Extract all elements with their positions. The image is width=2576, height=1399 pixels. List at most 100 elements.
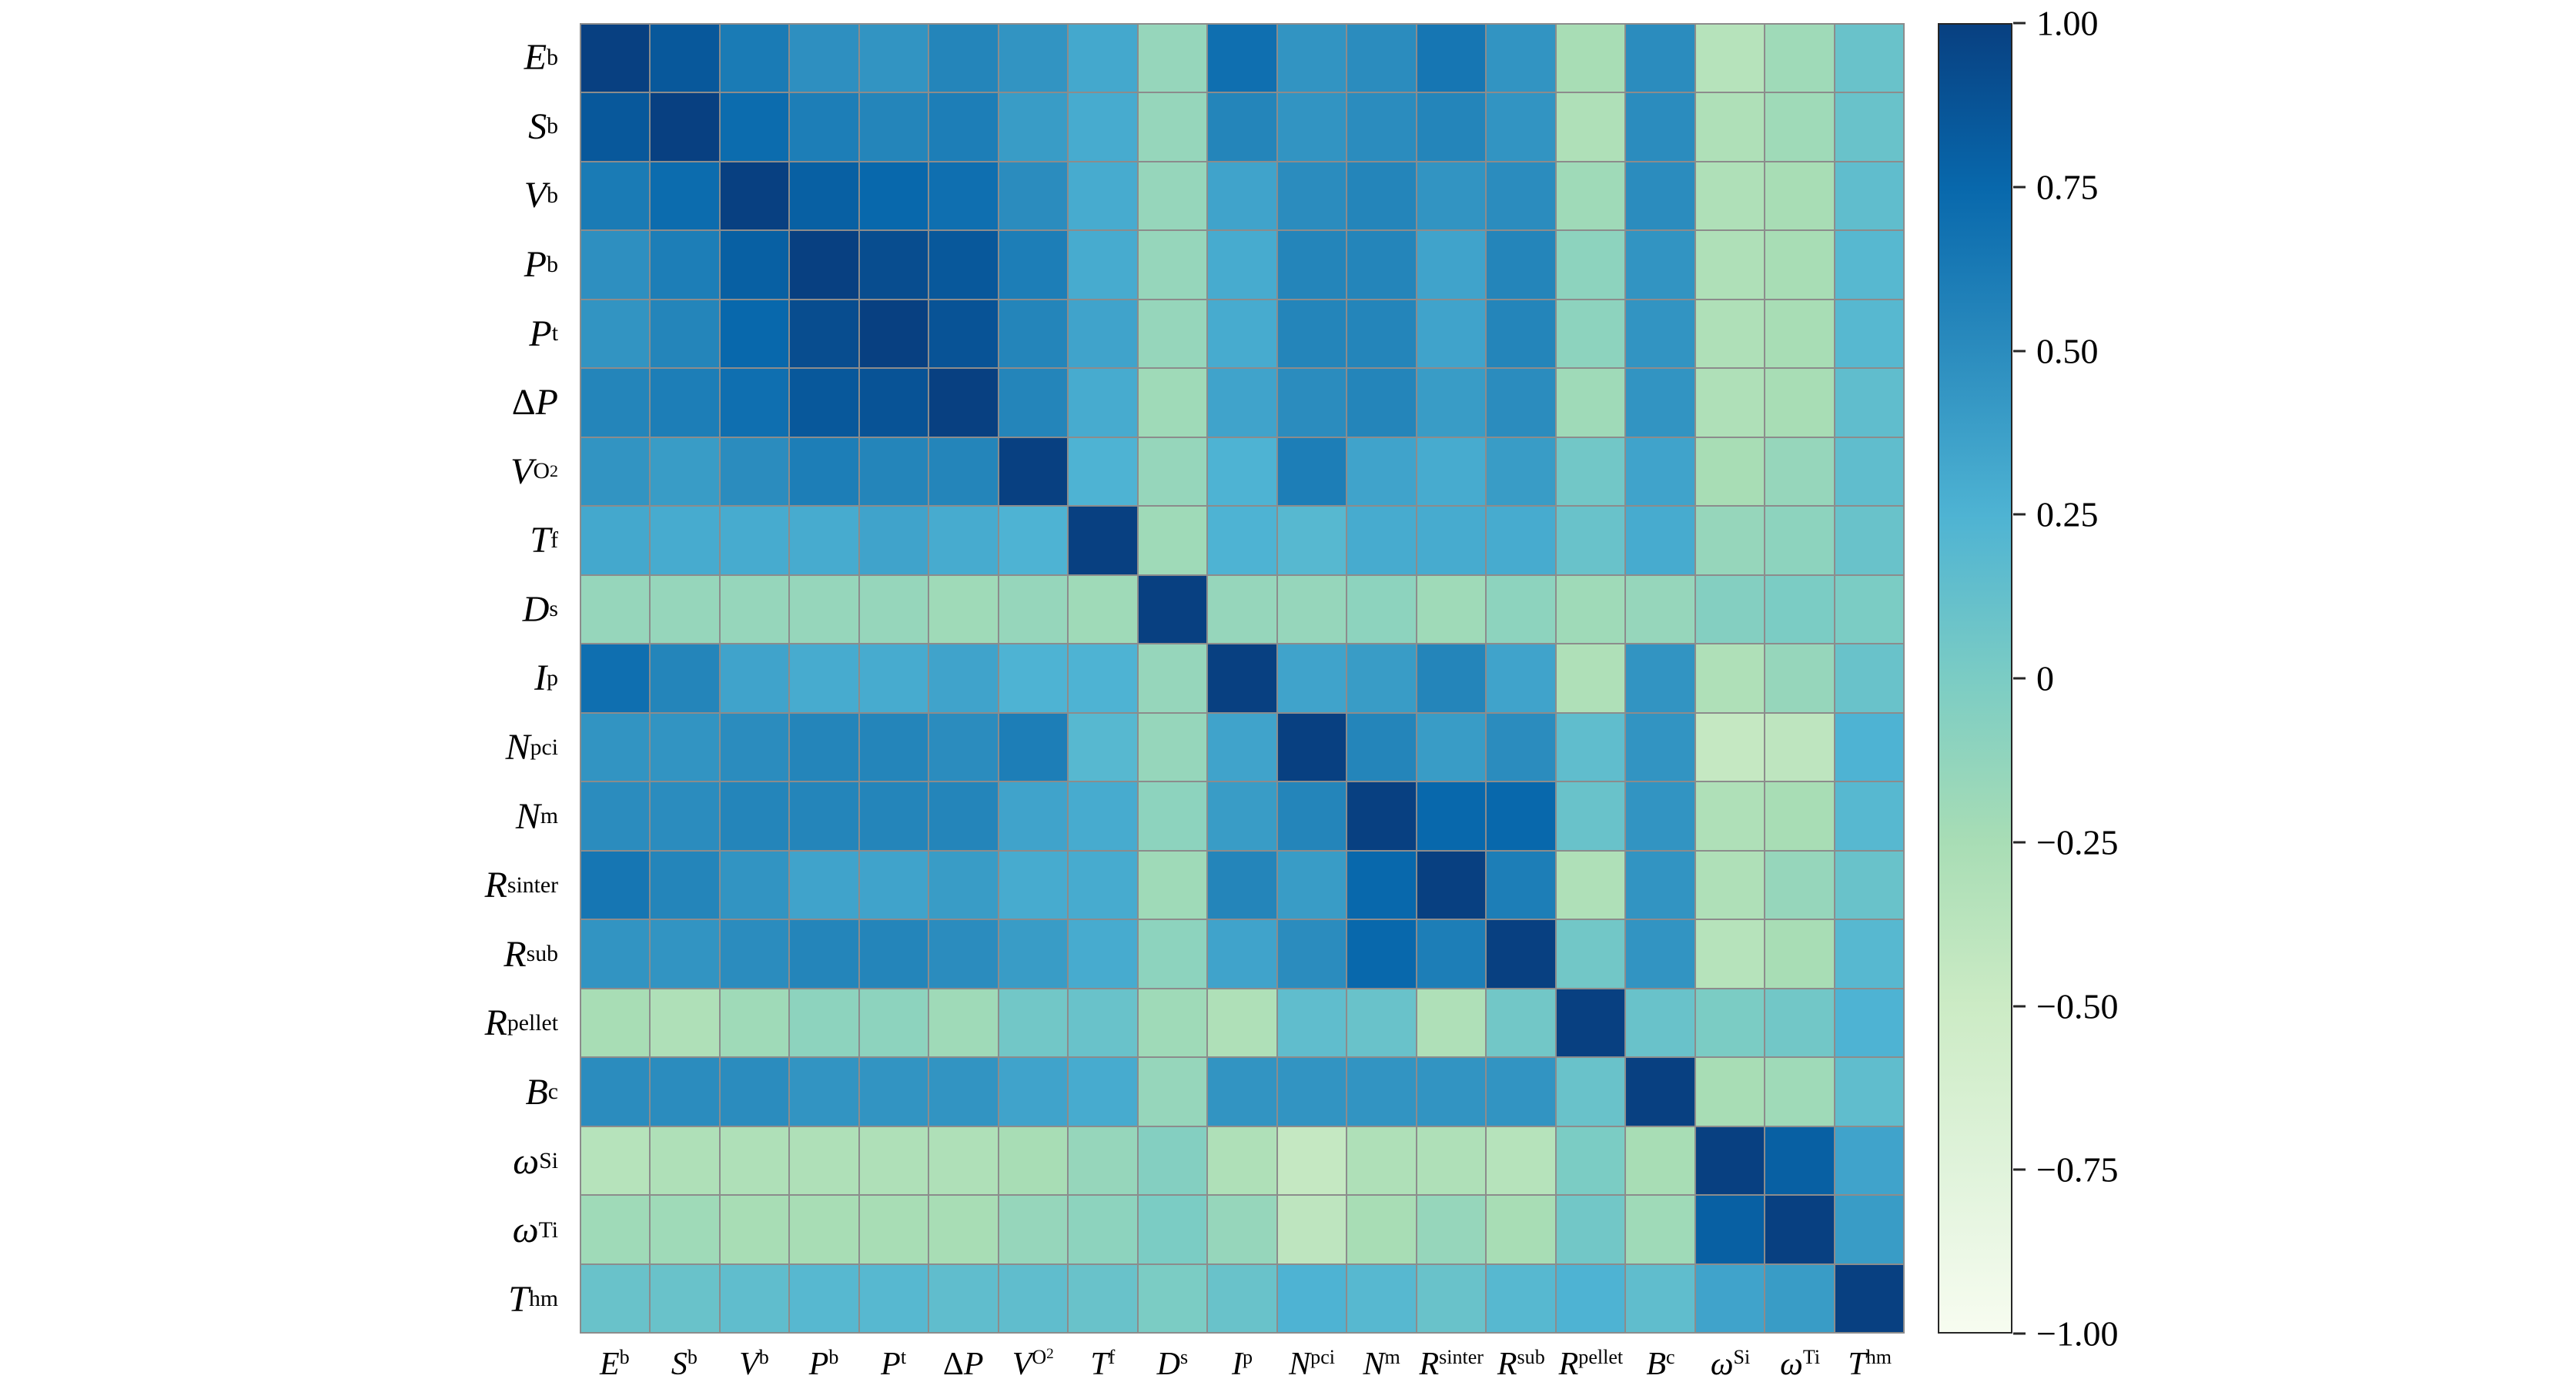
heatmap-cell	[1835, 920, 1903, 988]
axis-label-segment: V	[510, 450, 534, 492]
heatmap-cell	[1208, 93, 1276, 161]
heatmap-cell	[1277, 231, 1347, 299]
heatmap-cell	[1487, 1058, 1555, 1126]
heatmap-cell	[720, 851, 789, 919]
heatmap-cell	[1208, 1126, 1276, 1195]
heatmap-cell	[1138, 369, 1207, 437]
heatmap-cell	[1487, 437, 1555, 506]
heatmap-cell	[929, 782, 998, 850]
colorbar-tick: 0.50	[2013, 330, 2099, 371]
heatmap-cell	[929, 93, 998, 161]
axis-label-segment: R	[1419, 1347, 1440, 1382]
heatmap-cell	[1208, 575, 1276, 644]
axis-label-segment: I	[534, 658, 547, 699]
heatmap-cell	[1069, 920, 1137, 988]
heatmap-cell	[651, 93, 719, 161]
heatmap-cell	[1417, 1264, 1486, 1332]
heatmap-cell	[1626, 437, 1694, 506]
heatmap-cell	[1835, 851, 1903, 919]
colorbar-tick-mark	[2013, 186, 2026, 189]
heatmap-cell	[999, 437, 1068, 506]
heatmap-cell	[1835, 1058, 1903, 1126]
heatmap-cell	[1695, 300, 1765, 368]
heatmap-cell	[1487, 575, 1555, 644]
heatmap-cell	[1417, 851, 1486, 919]
heatmap-cell	[1138, 920, 1207, 988]
colorbar-tick-label: −0.50	[2036, 986, 2119, 1026]
axis-label-segment: P	[963, 1347, 984, 1382]
heatmap-cell	[1695, 1264, 1765, 1332]
heatmap-cell	[1069, 989, 1137, 1057]
colorbar-tick-label: 0	[2036, 658, 2054, 698]
heatmap-cell	[1765, 851, 1834, 919]
axis-label-segment: b	[547, 182, 558, 208]
heatmap-cell	[1138, 507, 1207, 574]
heatmap-cell	[1069, 93, 1137, 161]
heatmap-cell	[1138, 162, 1207, 230]
heatmap-cell	[999, 1196, 1068, 1263]
heatmap-cell	[1835, 369, 1903, 437]
axis-label-segment: T	[530, 520, 551, 561]
axis-label-segment: pci	[530, 734, 558, 760]
heatmap-cell	[1347, 231, 1416, 299]
heatmap-cell	[1277, 93, 1347, 161]
heatmap-cell	[651, 782, 719, 850]
heatmap-cell	[1069, 300, 1137, 368]
heatmap-cell	[1487, 920, 1555, 988]
heatmap-cell	[859, 300, 928, 368]
axis-label-segment: N	[1289, 1347, 1311, 1382]
heatmap-cell	[1138, 1196, 1207, 1263]
axis-label-segment: t	[900, 1346, 907, 1368]
heatmap-cell	[1626, 782, 1694, 850]
heatmap-cell	[1626, 162, 1694, 230]
heatmap-cell	[859, 920, 928, 988]
heatmap-cell	[1556, 369, 1625, 437]
heatmap-cell	[581, 231, 650, 299]
heatmap-cell	[1277, 644, 1347, 712]
heatmap-cell	[1626, 1126, 1694, 1195]
colorbar-tick: −0.75	[2013, 1150, 2118, 1190]
heatmap-cell	[1208, 437, 1276, 506]
heatmap-cell	[1765, 507, 1834, 574]
heatmap-cell	[1765, 25, 1834, 92]
heatmap-cell	[1138, 575, 1207, 644]
axis-label-segment: S	[671, 1347, 687, 1382]
heatmap-cell	[720, 713, 789, 781]
heatmap-cell	[999, 300, 1068, 368]
axis-label-segment: m	[540, 803, 558, 829]
axis-label-segment: Si	[539, 1148, 558, 1174]
colorbar-tick: −1.00	[2013, 1314, 2118, 1354]
axis-label-segment: ω	[512, 1210, 539, 1251]
heatmap-cell	[1347, 1126, 1416, 1195]
colorbar-tick: −0.50	[2013, 986, 2118, 1026]
colorbar-tick-mark	[2013, 513, 2026, 516]
heatmap-cell	[1347, 25, 1416, 92]
heatmap-cell	[581, 989, 650, 1057]
heatmap-cell	[1765, 93, 1834, 161]
axis-label-segment: T	[1090, 1347, 1109, 1382]
heatmap-cell	[651, 920, 719, 988]
colorbar-tick-label: 0.25	[2036, 494, 2099, 534]
heatmap-cell	[929, 162, 998, 230]
heatmap-cell	[859, 369, 928, 437]
heatmap-cell	[581, 25, 650, 92]
axis-label-segment: p	[547, 664, 558, 691]
heatmap-cell	[1487, 713, 1555, 781]
heatmap-cell	[1208, 1196, 1276, 1263]
heatmap-cell	[581, 782, 650, 850]
axis-label-segment: c	[1666, 1346, 1675, 1368]
heatmap-cell	[1277, 162, 1347, 230]
heatmap-cell	[720, 369, 789, 437]
axis-label-segment: Δ	[942, 1347, 964, 1382]
axis-label-segment: hm	[528, 1286, 558, 1312]
